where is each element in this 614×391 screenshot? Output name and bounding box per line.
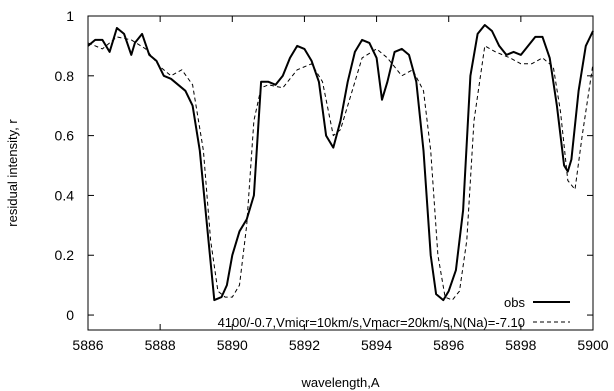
x-tick-label: 5892 <box>289 337 320 353</box>
ticks: 5886 5888 5890 5892 5894 5896 5898 5900 0 0.2 0.4 0… <box>55 8 609 353</box>
x-tick-label: 5898 <box>505 337 536 353</box>
y-tick-label: 0.4 <box>55 187 75 203</box>
legend-label-obs: obs <box>504 295 525 310</box>
series-layer <box>87 24 594 302</box>
y-tick-label: 1 <box>66 8 74 24</box>
x-axis-label: wavelength,A <box>300 375 379 390</box>
legend-label-model: 4100/-0.7,Vmicr=10km/s,Vmacr=20km/s,N(Na… <box>218 315 525 330</box>
y-tick-label: 0.8 <box>55 68 75 84</box>
y-tick-label: 0.6 <box>55 128 75 144</box>
series-model-line <box>87 36 594 301</box>
x-tick-label: 5888 <box>145 337 176 353</box>
plot-frame <box>87 15 594 331</box>
x-tick-label: 5894 <box>361 337 392 353</box>
x-tick-label: 5896 <box>433 337 464 353</box>
y-tick-label: 0 <box>66 307 74 323</box>
x-tick-label: 5900 <box>577 337 608 353</box>
y-tick-label: 0.2 <box>55 247 75 263</box>
legend: obs 4100/-0.7,Vmicr=10km/s,Vmacr=20km/s,N… <box>218 295 570 330</box>
x-tick-label: 5890 <box>217 337 248 353</box>
series-obs-line <box>87 24 594 302</box>
plot-border <box>87 15 594 331</box>
y-axis-label: residual intensity, r <box>5 119 20 227</box>
x-tick-label: 5886 <box>72 337 103 353</box>
